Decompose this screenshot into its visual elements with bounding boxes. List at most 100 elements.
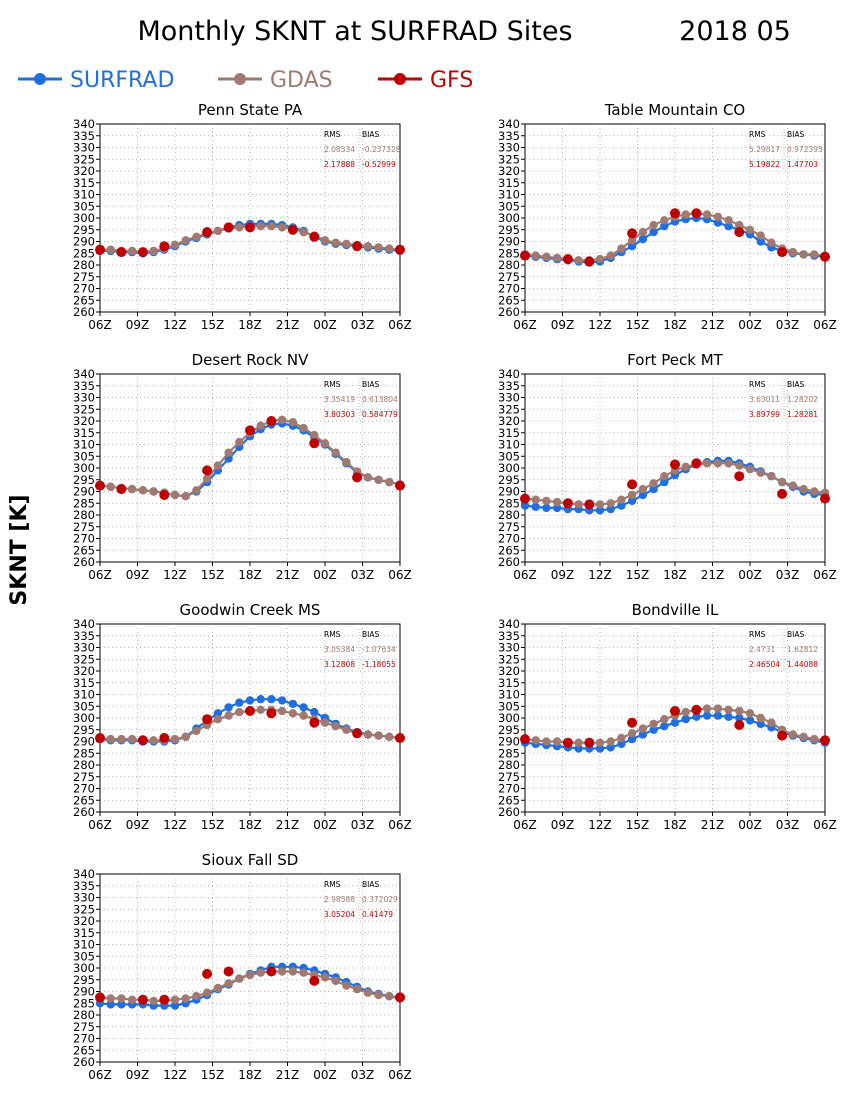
y-tick-label: 300 — [498, 211, 520, 225]
stats-gdas-rms: 3.35419 — [324, 395, 355, 404]
y-tick-label: 300 — [73, 211, 95, 225]
data-point-gdas — [267, 222, 276, 231]
data-point-gfs — [266, 708, 277, 719]
data-point-gdas — [170, 490, 180, 500]
panel-bondville-il: Bondville IL2602652702752802852902953003… — [498, 601, 837, 832]
y-tick-label: 295 — [73, 473, 95, 487]
data-point-gdas — [331, 448, 340, 457]
data-point-gdas — [149, 487, 158, 496]
data-point-gdas — [117, 994, 126, 1003]
data-point-gdas — [149, 736, 158, 745]
y-tick-label: 285 — [73, 746, 95, 760]
data-point-gfs — [520, 493, 530, 504]
data-point-gdas — [531, 251, 540, 260]
stats-gfs-rms: 2.17888 — [324, 160, 355, 169]
data-point-gdas — [342, 457, 351, 467]
x-tick-label: 15Z — [201, 318, 225, 332]
x-tick-label: 06Z — [388, 818, 412, 832]
y-tick-label: 270 — [73, 532, 95, 546]
x-tick-label: 12Z — [163, 568, 187, 582]
data-point-gfs — [95, 244, 105, 255]
data-point-gdas — [342, 239, 351, 248]
data-point-surfrad — [724, 222, 733, 231]
y-tick-label: 310 — [73, 688, 95, 702]
x-tick-label: 18Z — [663, 568, 687, 582]
stats-box: RMS BIAS 2.08534 -0.237328 2.17888 -0.52999 — [324, 129, 401, 171]
x-tick-label: 06Z — [513, 568, 537, 582]
stats-header-rms: RMS — [324, 630, 341, 639]
data-point-gdas — [181, 732, 190, 741]
y-tick-label: 325 — [73, 652, 95, 666]
stats-header-bias: BIAS — [362, 880, 379, 889]
data-point-gfs — [309, 231, 320, 242]
series-gfs — [520, 208, 830, 267]
data-point-surfrad — [267, 695, 276, 704]
y-tick-label: 320 — [498, 414, 520, 428]
data-point-gfs — [245, 425, 255, 436]
data-point-gdas — [127, 734, 137, 744]
data-point-gfs — [223, 222, 234, 233]
y-tick-label: 280 — [73, 508, 95, 522]
data-point-gfs — [352, 472, 363, 483]
y-tick-label: 300 — [73, 461, 95, 475]
data-point-gdas — [106, 482, 115, 491]
x-tick-label: 21Z — [276, 568, 300, 582]
data-point-gdas — [202, 474, 212, 483]
data-point-gfs — [670, 706, 680, 716]
x-tick-label: 18Z — [238, 318, 262, 332]
stats-gdas-rms: 2.4731 — [749, 645, 775, 654]
y-tick-label: 280 — [73, 1008, 95, 1022]
data-point-gdas — [213, 461, 223, 470]
data-point-gfs — [777, 247, 788, 258]
panel-title: Goodwin Creek MS — [180, 601, 321, 619]
y-tick-label: 325 — [498, 652, 520, 666]
x-tick-label: 06Z — [813, 818, 837, 832]
data-point-gfs — [159, 490, 170, 500]
y-tick-label: 290 — [73, 235, 95, 249]
data-point-gdas — [213, 715, 223, 724]
x-tick-label: 03Z — [351, 318, 375, 332]
data-point-gdas — [192, 992, 201, 1001]
x-tick-label: 09Z — [551, 568, 575, 582]
y-tick-label: 315 — [73, 176, 95, 190]
x-tick-label: 03Z — [351, 568, 375, 582]
y-tick-label: 325 — [73, 152, 95, 166]
x-tick-label: 03Z — [351, 818, 375, 832]
data-point-surfrad — [724, 712, 733, 721]
data-point-gfs — [245, 706, 255, 716]
data-point-gdas — [724, 705, 733, 714]
data-point-gdas — [810, 487, 819, 496]
data-point-gdas — [352, 984, 362, 994]
stats-gfs-rms: 3.05204 — [324, 910, 355, 919]
data-point-surfrad — [627, 242, 637, 251]
data-point-gdas — [320, 236, 330, 245]
data-point-gfs — [202, 227, 213, 238]
data-point-gfs — [287, 224, 298, 235]
data-point-gfs — [395, 992, 405, 1003]
data-point-gfs — [309, 438, 320, 449]
y-tick-label: 280 — [498, 258, 520, 272]
data-point-gfs — [266, 966, 277, 977]
y-tick-label: 265 — [73, 543, 95, 557]
data-point-gdas — [702, 459, 712, 468]
x-tick-label: 21Z — [701, 318, 725, 332]
data-point-gfs — [309, 975, 320, 986]
data-point-gdas — [681, 462, 690, 471]
data-point-gfs — [627, 479, 638, 490]
legend-label-surfrad: SURFRAD — [70, 68, 174, 93]
data-point-gfs — [245, 222, 255, 233]
data-point-gdas — [788, 481, 798, 490]
data-point-gdas — [735, 461, 744, 470]
data-point-gdas — [374, 475, 383, 484]
x-tick-label: 15Z — [626, 568, 650, 582]
data-point-surfrad — [660, 722, 669, 731]
legend-item-gdas: GDAS — [218, 68, 333, 93]
data-point-gdas — [681, 210, 690, 219]
data-point-gfs — [670, 459, 680, 470]
data-point-gdas — [363, 730, 373, 739]
y-tick-label: 305 — [73, 449, 95, 463]
data-point-gdas — [638, 484, 648, 494]
stats-gfs-bias: 1.28281 — [787, 410, 818, 419]
data-point-gdas — [245, 970, 255, 980]
